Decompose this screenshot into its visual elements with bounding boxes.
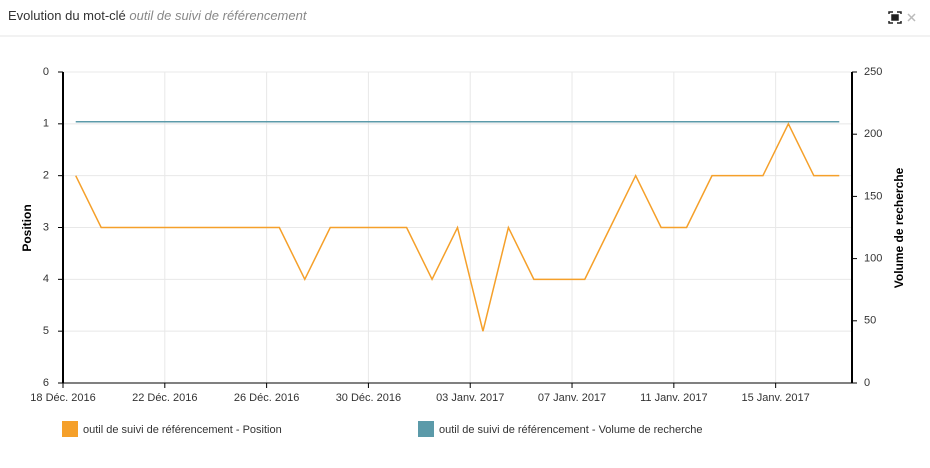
x-tick-label: 18 Déc. 2016 [30, 392, 95, 404]
x-tick-label: 07 Janv. 2017 [538, 392, 606, 404]
y-axis-title: Position [20, 204, 34, 251]
y-tick-label: 2 [43, 170, 49, 182]
y2-tick-label: 100 [864, 253, 882, 265]
y2-tick-label: 0 [864, 377, 870, 389]
y-tick-label: 0 [43, 66, 49, 78]
title: Evolution du mot-clé [8, 8, 126, 23]
x-tick-label: 26 Déc. 2016 [234, 392, 299, 404]
expand-icon[interactable] [888, 11, 902, 24]
x-tick-label: 03 Janv. 2017 [436, 392, 504, 404]
legend-label: outil de suivi de référencement - Volume… [439, 424, 703, 436]
panel-title: Evolution du mot-clé outil de suivi de r… [8, 8, 308, 23]
close-icon[interactable] [907, 13, 916, 22]
y2-axis-title: Volume de recherche [892, 167, 906, 288]
y-tick-label: 5 [43, 325, 49, 337]
x-tick-label: 30 Déc. 2016 [336, 392, 401, 404]
legend-swatch [418, 421, 434, 437]
y-tick-label: 1 [43, 118, 49, 130]
y-tick-label: 4 [43, 273, 49, 285]
y-tick-label: 6 [43, 377, 49, 389]
y2-tick-label: 50 [864, 315, 876, 327]
x-tick-label: 22 Déc. 2016 [132, 392, 197, 404]
keyword: outil de suivi de référencement [129, 8, 307, 23]
legend-swatch [62, 421, 78, 437]
y2-tick-label: 250 [864, 66, 882, 78]
y2-tick-label: 200 [864, 128, 882, 140]
x-tick-label: 11 Janv. 2017 [640, 392, 707, 404]
y2-tick-label: 150 [864, 190, 882, 202]
line-series [75, 122, 840, 332]
x-tick-label: 15 Janv. 2017 [741, 392, 809, 404]
legend-label: outil de suivi de référencement - Positi… [83, 424, 282, 436]
y-tick-label: 3 [43, 221, 49, 233]
